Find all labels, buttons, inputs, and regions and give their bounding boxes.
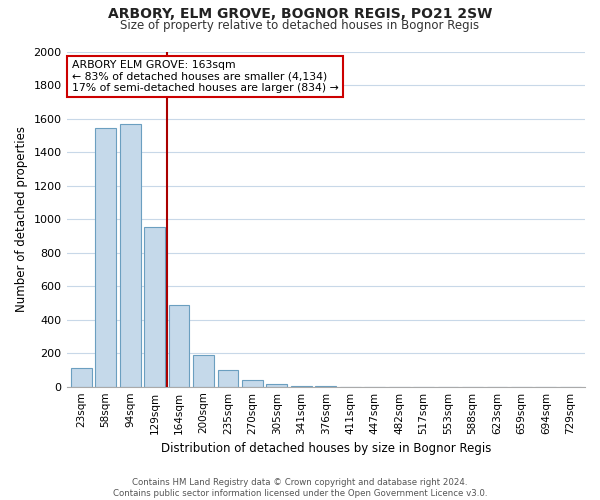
Bar bbox=[144, 228, 165, 386]
Text: Size of property relative to detached houses in Bognor Regis: Size of property relative to detached ho… bbox=[121, 19, 479, 32]
Bar bbox=[242, 380, 263, 386]
Bar bbox=[193, 355, 214, 386]
Text: ARBORY, ELM GROVE, BOGNOR REGIS, PO21 2SW: ARBORY, ELM GROVE, BOGNOR REGIS, PO21 2S… bbox=[108, 8, 492, 22]
Y-axis label: Number of detached properties: Number of detached properties bbox=[15, 126, 28, 312]
Bar bbox=[218, 370, 238, 386]
Text: Contains HM Land Registry data © Crown copyright and database right 2024.
Contai: Contains HM Land Registry data © Crown c… bbox=[113, 478, 487, 498]
Bar bbox=[95, 128, 116, 386]
Bar bbox=[266, 384, 287, 386]
Bar bbox=[71, 368, 92, 386]
X-axis label: Distribution of detached houses by size in Bognor Regis: Distribution of detached houses by size … bbox=[161, 442, 491, 455]
Bar bbox=[120, 124, 140, 386]
Bar bbox=[169, 304, 190, 386]
Text: ARBORY ELM GROVE: 163sqm
← 83% of detached houses are smaller (4,134)
17% of sem: ARBORY ELM GROVE: 163sqm ← 83% of detach… bbox=[72, 60, 338, 93]
